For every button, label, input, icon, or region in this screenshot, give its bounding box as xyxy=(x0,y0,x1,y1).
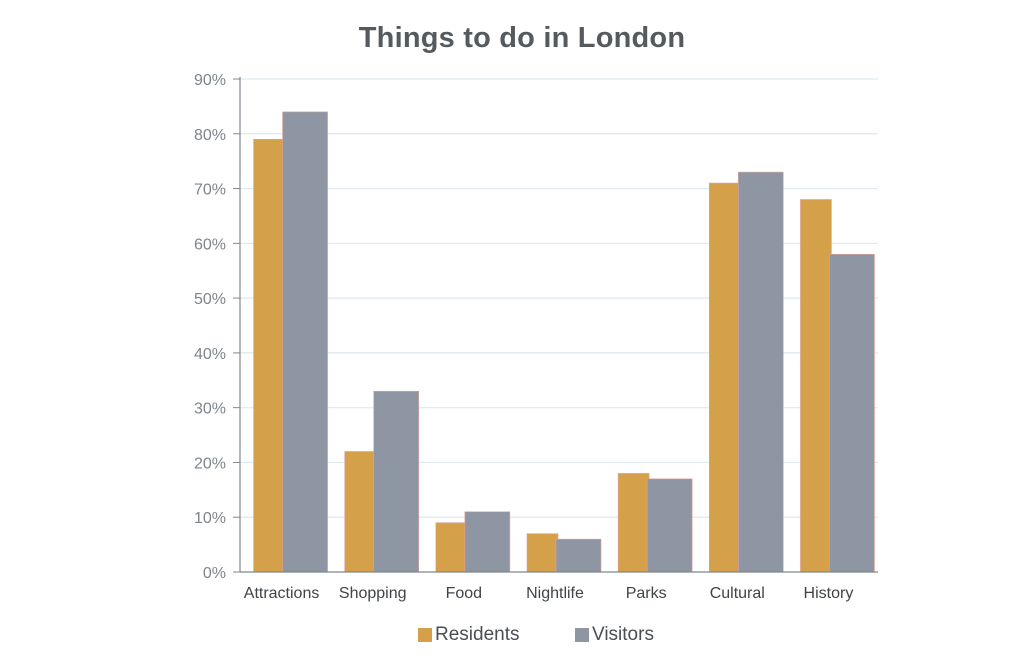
x-category-labels: Attractions Shopping Food Nightlife Parks Cul… xyxy=(244,585,854,602)
x-category-label: Parks xyxy=(626,585,667,602)
bar-visitors-history xyxy=(829,253,875,573)
legend: Residents Visitors xyxy=(0,624,1026,650)
y-tick-label: 0% xyxy=(203,565,226,582)
x-category-label: Cultural xyxy=(710,585,765,602)
legend-item-residents: Residents xyxy=(418,624,520,646)
y-tick-label: 10% xyxy=(194,510,226,527)
x-category-label: History xyxy=(804,585,854,602)
y-tick-label: 60% xyxy=(194,236,226,253)
bar-residents-parks xyxy=(617,473,650,573)
legend-swatch-visitors xyxy=(575,628,589,642)
legend-label-residents: Residents xyxy=(435,624,520,645)
bar-visitors-attractions xyxy=(282,111,328,573)
x-category-label: Food xyxy=(446,585,482,602)
bar-residents-shopping xyxy=(344,451,377,573)
y-tick-labels: 0% 10% 20% 30% 40% 50% 60% 70% 80% 90% xyxy=(194,72,226,582)
y-tick-label: 80% xyxy=(194,127,226,144)
axes xyxy=(233,77,878,573)
y-tick-label: 20% xyxy=(194,455,226,472)
y-tick-label: 40% xyxy=(194,346,226,363)
bar-residents-nightlife xyxy=(526,533,559,573)
bar-residents-food xyxy=(435,522,468,573)
bar-visitors-cultural xyxy=(737,171,784,573)
bar-residents-cultural xyxy=(708,182,741,573)
legend-swatch-residents xyxy=(418,628,432,642)
y-tick-label: 30% xyxy=(194,401,226,418)
bar-visitors-food xyxy=(464,511,511,573)
bar-visitors-nightlife xyxy=(555,538,602,573)
y-tick-label: 50% xyxy=(194,291,226,308)
bar-visitors-shopping xyxy=(373,390,420,573)
legend-item-visitors: Visitors xyxy=(575,624,654,646)
legend-label-visitors: Visitors xyxy=(592,624,654,645)
x-category-label: Shopping xyxy=(339,585,407,602)
bar-visitors-parks xyxy=(646,478,693,573)
x-category-label: Attractions xyxy=(244,585,320,602)
chart-title: Things to do in London xyxy=(358,22,686,54)
x-category-label: Nightlife xyxy=(526,585,584,602)
y-tick-label: 70% xyxy=(194,182,226,199)
bars xyxy=(253,111,875,573)
bar-residents-attractions xyxy=(253,138,285,573)
bar-residents-history xyxy=(800,199,832,573)
y-tick-label: 90% xyxy=(194,72,226,89)
